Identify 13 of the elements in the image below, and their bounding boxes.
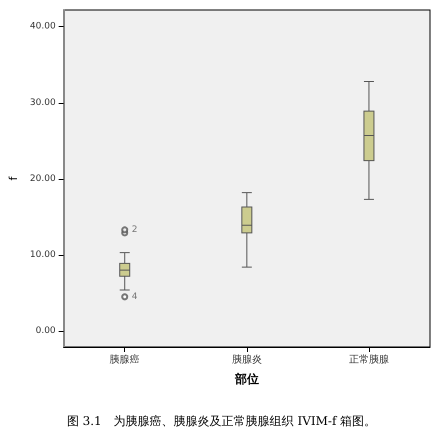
x-tick-label: 胰腺炎 xyxy=(232,354,262,366)
y-tick-label: 10.00 xyxy=(30,250,56,260)
y-tick-label: 20.00 xyxy=(30,174,56,184)
x-tick-label: 正常胰腺 xyxy=(348,354,389,366)
caption: 图 3.1 为胰腺癌、胰腺炎及正常胰腺组织 IVIM-f 箱图。 xyxy=(66,414,376,428)
annotation: 4 xyxy=(132,292,138,302)
y-tick-label: 30.00 xyxy=(30,98,56,108)
y-axis-title: f xyxy=(7,175,20,180)
x-axis-title: 部位 xyxy=(234,372,259,386)
annotation: 2 xyxy=(132,224,138,235)
y-tick-label: 40.00 xyxy=(30,22,56,32)
y-tick-label: 0.00 xyxy=(36,326,56,336)
x-tick-label: 胰腺癌 xyxy=(110,354,140,366)
